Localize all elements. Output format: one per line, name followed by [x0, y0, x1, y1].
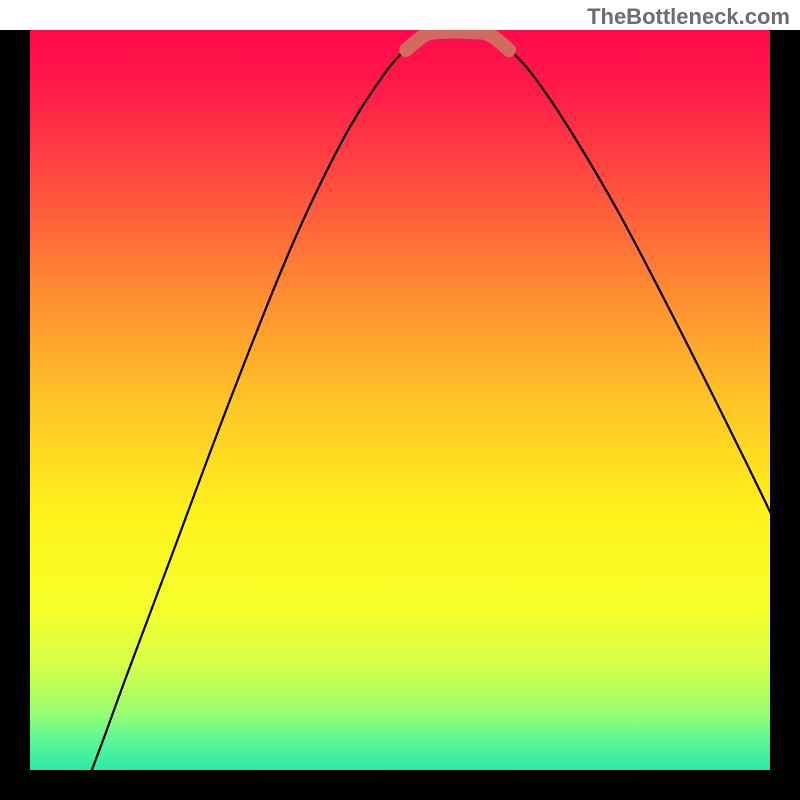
frame-bottom: [0, 770, 800, 800]
chart-container: TheBottleneck.com: [0, 0, 800, 800]
frame-right: [770, 30, 800, 800]
watermark-text: TheBottleneck.com: [587, 4, 790, 30]
frame-left: [0, 30, 30, 800]
bottom-highlight: [30, 30, 770, 770]
plot-area: [30, 30, 770, 770]
